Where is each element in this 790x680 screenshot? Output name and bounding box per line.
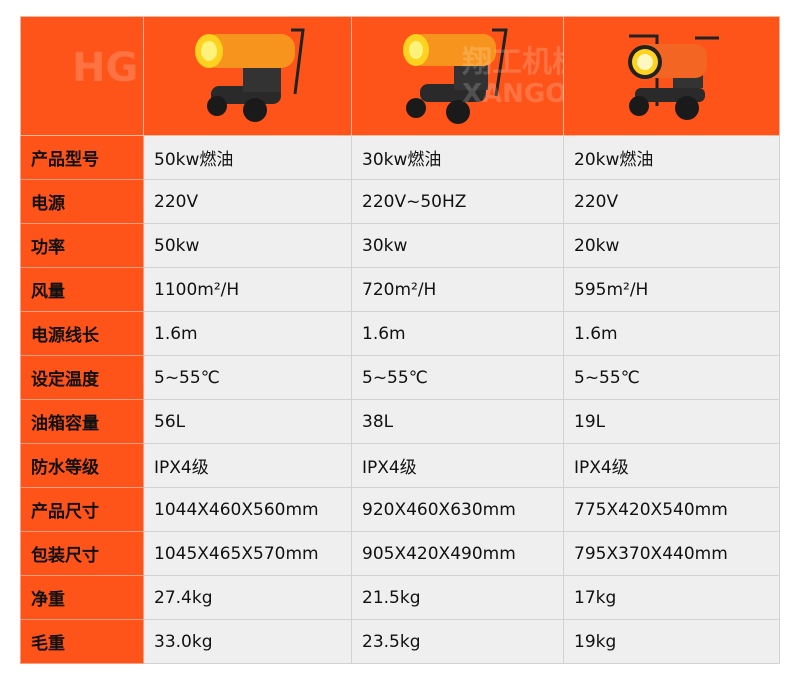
- spec-value: 23.5kg: [351, 619, 564, 664]
- spec-value: IPX4级: [563, 443, 780, 488]
- spec-value: 50kw燃油: [143, 135, 352, 180]
- spec-row: 产品尺寸 1044X460X560mm 920X460X630mm 775X420X5…: [20, 487, 780, 532]
- spec-label: 净重: [20, 575, 144, 620]
- spec-value: 905X420X490mm: [351, 531, 564, 576]
- spec-value: 1045X465X570mm: [143, 531, 352, 576]
- spec-label: 防水等级: [20, 443, 144, 488]
- watermark-text: 翔工机械: [462, 45, 582, 80]
- spec-row: 毛重 33.0kg 23.5kg 19kg: [20, 619, 780, 664]
- watermark-logo: HG: [72, 45, 139, 91]
- spec-value: 920X460X630mm: [351, 487, 564, 532]
- spec-label: 电源线长: [20, 311, 144, 356]
- spec-label: 产品型号: [20, 135, 144, 180]
- spec-value: 220V~50HZ: [351, 179, 564, 224]
- spec-value: 720m²/H: [351, 267, 564, 312]
- spec-value: IPX4级: [351, 443, 564, 488]
- spec-label: 包装尺寸: [20, 531, 144, 576]
- spec-value: 38L: [351, 399, 564, 444]
- spec-label: 功率: [20, 223, 144, 268]
- spec-value: 1.6m: [143, 311, 352, 356]
- spec-value: 1044X460X560mm: [143, 487, 352, 532]
- spec-value: 5~55℃: [143, 355, 352, 400]
- spec-value: 775X420X540mm: [563, 487, 780, 532]
- spec-value: 5~55℃: [563, 355, 780, 400]
- product-image-cell: HG: [72, 16, 352, 136]
- spec-value: 56L: [143, 399, 352, 444]
- spec-value: 1100m²/H: [143, 267, 352, 312]
- spec-row: 电源 220V 220V~50HZ 220V: [20, 179, 780, 224]
- spec-row: 油箱容量 56L 38L 19L: [20, 399, 780, 444]
- spec-value: 17kg: [563, 575, 780, 620]
- heater-image-20kw: [627, 34, 719, 120]
- spec-value: 27.4kg: [143, 575, 352, 620]
- spec-value: 50kw: [143, 223, 352, 268]
- spec-row: 防水等级 IPX4级 IPX4级 IPX4级: [20, 443, 780, 488]
- spec-row: 功率 50kw 30kw 20kw: [20, 223, 780, 268]
- spec-value: 795X370X440mm: [563, 531, 780, 576]
- spec-label: 毛重: [20, 619, 144, 664]
- spec-value: IPX4级: [143, 443, 352, 488]
- spec-row: 包装尺寸 1045X465X570mm 905X420X490mm 795X370X4…: [20, 531, 780, 576]
- spec-value: 1.6m: [563, 311, 780, 356]
- spec-value: 1.6m: [351, 311, 564, 356]
- header-corner-cell: [20, 16, 144, 136]
- spec-value: 30kw燃油: [351, 135, 564, 180]
- spec-value: 595m²/H: [563, 267, 780, 312]
- spec-label: 产品尺寸: [20, 487, 144, 532]
- spec-row: 产品型号 50kw燃油 30kw燃油 20kw燃油: [20, 135, 780, 180]
- spec-value: 20kw燃油: [563, 135, 780, 180]
- product-image-row: HG: [20, 16, 780, 136]
- product-image-cell: [563, 16, 780, 136]
- spec-label: 设定温度: [20, 355, 144, 400]
- spec-label: 油箱容量: [20, 399, 144, 444]
- spec-row: 设定温度 5~55℃ 5~55℃ 5~55℃: [20, 355, 780, 400]
- spec-value: 220V: [563, 179, 780, 224]
- spec-value: 20kw: [563, 223, 780, 268]
- spec-value: 19kg: [563, 619, 780, 664]
- spec-value: 5~55℃: [351, 355, 564, 400]
- spec-value: 19L: [563, 399, 780, 444]
- heater-image-30kw: [402, 28, 508, 124]
- product-image-cell: 翔工机械 XANGON: [351, 16, 589, 136]
- spec-label: 风量: [20, 267, 144, 312]
- spec-value: 21.5kg: [351, 575, 564, 620]
- spec-row: 风量 1100m²/H 720m²/H 595m²/H: [20, 267, 780, 312]
- spec-label: 电源: [20, 179, 144, 224]
- spec-value: 33.0kg: [143, 619, 352, 664]
- spec-row: 净重 27.4kg 21.5kg 17kg: [20, 575, 780, 620]
- spec-value: 220V: [143, 179, 352, 224]
- heater-image-50kw: [194, 28, 305, 122]
- spec-row: 电源线长 1.6m 1.6m 1.6m: [20, 311, 780, 356]
- spec-table: HG: [20, 16, 780, 664]
- spec-value: 30kw: [351, 223, 564, 268]
